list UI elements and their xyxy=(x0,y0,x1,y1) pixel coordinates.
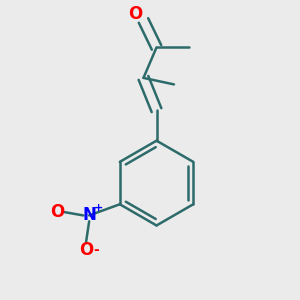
Text: -: - xyxy=(93,243,99,257)
Text: O: O xyxy=(79,241,93,259)
Text: +: + xyxy=(94,203,103,213)
Text: O: O xyxy=(50,203,64,221)
Text: O: O xyxy=(128,5,142,23)
Text: N: N xyxy=(82,206,96,224)
